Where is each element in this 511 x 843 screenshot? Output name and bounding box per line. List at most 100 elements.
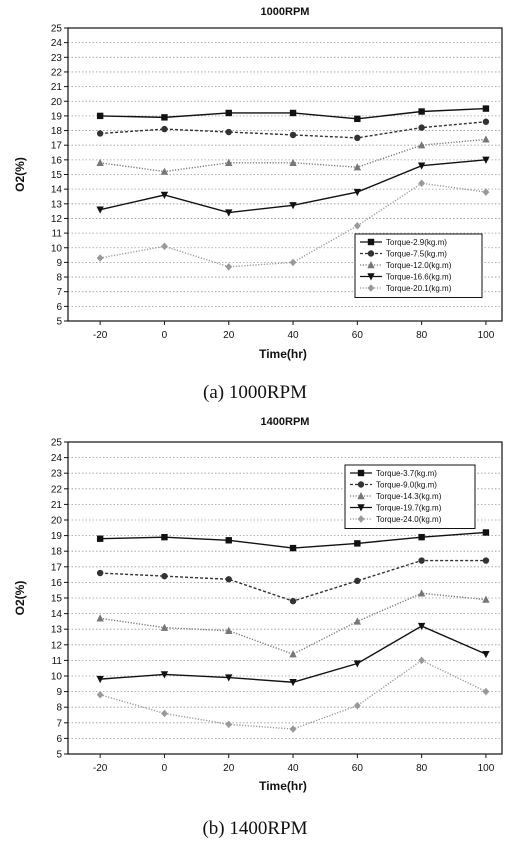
x-tick-label: 20 — [223, 330, 235, 341]
data-point — [96, 690, 104, 699]
data-point — [96, 569, 104, 577]
data-point — [161, 533, 168, 541]
data-point — [353, 163, 362, 171]
data-point — [289, 158, 297, 166]
data-point — [160, 191, 169, 200]
y-tick-label: 7 — [56, 718, 62, 729]
figure-caption: (a) 1000RPM — [203, 382, 307, 403]
legend-marker — [357, 504, 365, 512]
data-point — [161, 709, 168, 718]
y-tick-label: 18 — [51, 547, 63, 558]
legend-marker — [357, 481, 365, 488]
data-point — [289, 597, 297, 605]
data-point — [418, 533, 425, 541]
data-point — [418, 557, 425, 564]
x-tick-label: 80 — [416, 763, 428, 774]
y-tick-label: 6 — [56, 734, 62, 745]
x-tick-label: -20 — [93, 330, 108, 341]
data-point — [354, 540, 361, 547]
y-tick-label: 11 — [52, 229, 63, 240]
series-5 — [96, 179, 490, 271]
data-point — [417, 141, 426, 149]
legend-label: Torque-19.7(kg.m) — [376, 504, 442, 513]
data-point — [482, 595, 490, 603]
legend-marker — [357, 469, 365, 477]
chart-title: 1000RPM — [261, 6, 310, 18]
y-tick-label: 19 — [51, 531, 63, 542]
series-4 — [96, 622, 490, 687]
x-tick-label: 40 — [287, 763, 299, 774]
y-tick-label: 17 — [51, 562, 63, 573]
y-tick-label: 21 — [51, 82, 63, 93]
y-tick-label: 16 — [51, 578, 63, 589]
x-tick-label: 60 — [352, 330, 364, 341]
x-axis-label: Time(hr) — [259, 779, 307, 793]
data-point — [225, 720, 233, 729]
data-point — [225, 626, 233, 634]
series-4 — [96, 156, 490, 217]
data-point — [161, 114, 168, 121]
y-axis-label: O2(%) — [13, 157, 27, 192]
data-point — [418, 108, 425, 115]
chart-a: 1000RPM 5 6 7 8 9 10 11 12 13 14 15 16 17 18 19 20 21 22 23… — [13, 6, 503, 403]
y-axis-label: O2(%) — [13, 581, 27, 616]
legend-marker — [357, 492, 365, 500]
y-tick-label: 16 — [51, 155, 63, 166]
data-point — [161, 242, 168, 251]
legend-marker — [367, 273, 375, 281]
data-point — [289, 544, 297, 552]
data-point — [161, 572, 168, 580]
y-tick-label: 24 — [51, 453, 63, 464]
data-point — [289, 109, 297, 117]
data-point — [225, 537, 232, 544]
x-tick-label: 0 — [162, 763, 168, 774]
data-point — [482, 557, 490, 564]
y-tick-label: 9 — [56, 687, 62, 698]
x-tick-label: -20 — [93, 763, 108, 774]
series-2 — [96, 118, 490, 142]
data-point — [417, 622, 426, 631]
data-point — [225, 109, 232, 117]
x-tick-label: 20 — [223, 763, 235, 774]
legend-label: Torque-16.6(kg.m) — [386, 273, 452, 282]
legend-label: Torque-7.5(kg.m) — [386, 250, 447, 259]
y-tick-label: 15 — [51, 170, 63, 181]
series-5 — [96, 656, 490, 733]
legend: Torque-2.9(kg.m) Torque-7.5(kg.m) Torque-1… — [354, 233, 483, 298]
data-point — [160, 623, 169, 631]
y-tick-label: 10 — [51, 672, 63, 683]
legend-marker — [357, 515, 365, 523]
data-point — [417, 162, 426, 170]
y-tick-label: 13 — [51, 625, 63, 636]
y-tick-label: 21 — [51, 500, 63, 511]
data-point — [289, 650, 297, 658]
legend-label: Torque-24.0(kg.m) — [376, 515, 442, 524]
data-point — [353, 660, 362, 668]
x-tick-label: 100 — [478, 763, 495, 774]
x-tick-label: 80 — [416, 330, 428, 341]
data-point — [482, 105, 490, 112]
series-1 — [96, 105, 490, 123]
series-3 — [96, 589, 490, 658]
data-point — [225, 674, 233, 682]
legend-label: Torque-12.0(kg.m) — [386, 261, 452, 270]
data-point — [160, 671, 169, 679]
y-tick-label: 13 — [51, 199, 63, 210]
data-point — [96, 675, 104, 684]
y-tick-label: 25 — [51, 438, 63, 449]
legend-marker — [367, 250, 375, 257]
data-point — [354, 115, 361, 123]
y-tick-label: 12 — [51, 214, 63, 225]
y-tick-label: 8 — [56, 703, 62, 714]
data-point — [482, 687, 490, 696]
data-point — [482, 650, 490, 659]
data-point — [482, 135, 490, 143]
legend-label: Torque-9.0(kg.m) — [376, 481, 437, 490]
data-point — [354, 134, 361, 142]
y-tick-label: 24 — [51, 38, 63, 49]
series-1 — [96, 529, 490, 552]
y-tick-label: 8 — [56, 273, 62, 284]
legend-marker — [367, 261, 375, 269]
y-tick-label: 10 — [51, 243, 63, 254]
data-point — [417, 589, 426, 597]
